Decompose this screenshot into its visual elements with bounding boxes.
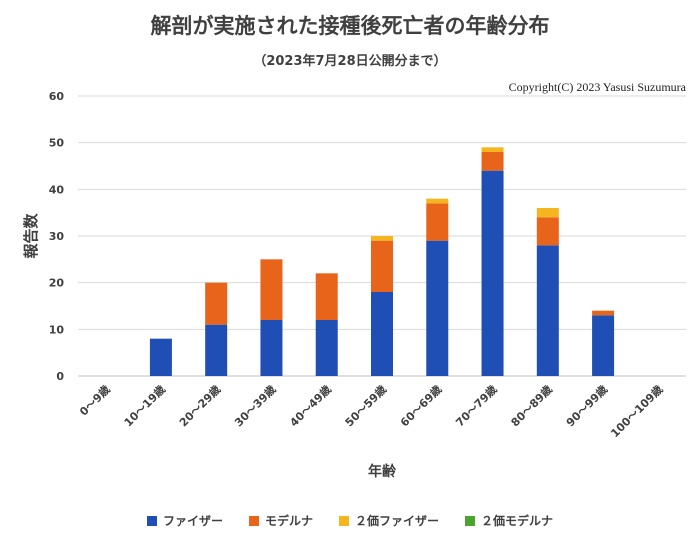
bar-moderna [371, 240, 393, 292]
bar-pfizer-bivalent [371, 236, 393, 241]
legend-swatch-pfizer-bivalent [339, 515, 349, 526]
x-tick-label: 70～79歳 [453, 382, 500, 429]
y-tick-label: 0 [56, 370, 64, 383]
bar-pfizer-bivalent [426, 198, 449, 204]
bar-pfizer [260, 320, 283, 376]
copyright-notice: Copyright(C) 2023 Yasusi Suzumura [508, 80, 686, 94]
bar-pfizer [481, 170, 504, 376]
bar-moderna [536, 217, 559, 246]
bar-pfizer [315, 320, 338, 376]
x-tick-label: 20～29歳 [176, 382, 223, 429]
x-tick-label: 0～9歳 [76, 382, 112, 418]
bar-moderna [592, 310, 615, 316]
bar-pfizer [371, 292, 393, 376]
x-tick-label: 10～19歳 [121, 382, 168, 429]
bar-moderna [481, 152, 504, 171]
legend-swatch-moderna [248, 515, 259, 526]
legend-item-pfizer-bivalent: ２価ファイザー [339, 512, 439, 529]
y-tick-label: 20 [49, 277, 65, 290]
bar-pfizer [536, 245, 559, 376]
bar-moderna [315, 273, 338, 320]
x-tick-label: 100～109歳 [608, 382, 666, 440]
bar-moderna [205, 282, 228, 325]
legend-swatch-moderna-bivalent [465, 515, 476, 526]
y-tick-label: 30 [49, 230, 65, 243]
bar-pfizer [205, 324, 228, 376]
x-tick-label: 50～59歳 [342, 382, 389, 429]
bar-pfizer [426, 240, 449, 376]
x-tick-label: 40～49歳 [287, 382, 334, 429]
bar-pfizer [149, 338, 172, 376]
bar-moderna [426, 203, 449, 241]
y-tick-label: 40 [49, 183, 65, 196]
bar-pfizer [592, 315, 615, 376]
bar-pfizer-bivalent [481, 147, 504, 152]
bar-moderna [260, 259, 283, 320]
legend-swatch-pfizer [146, 515, 157, 526]
legend-item-moderna: モデルナ [248, 512, 313, 529]
x-axis-label: 年齢 [368, 463, 397, 480]
chart-subtitle: （2023年7月28日公開分まで） [253, 54, 447, 69]
legend-label-pfizer-bivalent: ２価ファイザー [355, 514, 440, 528]
x-tick-label: 60～69歳 [397, 382, 444, 429]
bar-pfizer-bivalent [536, 208, 559, 218]
x-tick-label: 30～39歳 [231, 382, 278, 429]
legend-label-moderna-bivalent: ２価モデルナ [481, 514, 554, 528]
chart-legend: ファイザー モデルナ ２価ファイザー ２価モデルナ [0, 512, 700, 529]
y-axis-label: 報告数 [22, 213, 40, 259]
y-tick-label: 10 [49, 323, 65, 336]
y-tick-label: 50 [49, 137, 65, 150]
legend-item-pfizer: ファイザー [146, 512, 223, 529]
legend-label-pfizer: ファイザー [162, 514, 223, 528]
x-tick-label: 90～99歳 [563, 382, 610, 429]
legend-item-moderna-bivalent: ２価モデルナ [465, 512, 553, 529]
y-tick-label: 60 [49, 90, 65, 103]
x-tick-label: 80～89歳 [508, 382, 555, 429]
chart-title: 解剖が実施された接種後死亡者の年齢分布 [150, 14, 550, 38]
legend-label-moderna: モデルナ [264, 514, 313, 528]
